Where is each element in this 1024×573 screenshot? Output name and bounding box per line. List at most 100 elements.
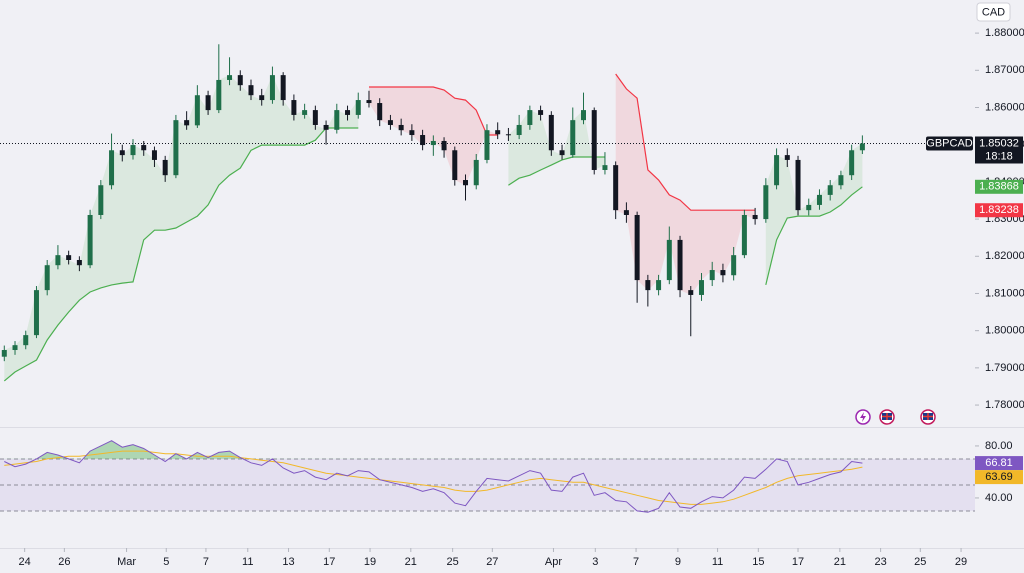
candle-body — [119, 150, 125, 156]
rsi-ma-line — [4, 450, 863, 505]
candle-body — [1, 350, 7, 357]
x-tick-label: 23 — [874, 556, 886, 568]
supertrend-label: 1.83238 — [979, 204, 1019, 216]
x-tick-label: 25 — [914, 556, 926, 568]
candle-body — [570, 120, 576, 156]
y-tick-label: 1.80000 — [985, 325, 1024, 337]
candle-body — [334, 110, 340, 130]
y-tick-label: 1.86000 — [985, 101, 1024, 113]
candle-body — [398, 124, 404, 131]
candle-body — [484, 130, 490, 160]
currency-label: CAD — [982, 6, 1005, 18]
candle-body — [763, 185, 769, 220]
candle-body — [688, 290, 694, 295]
x-tick-label: 21 — [834, 556, 846, 568]
rsi-line — [4, 440, 863, 513]
supertrend-label: 1.83868 — [979, 181, 1019, 193]
candle-body — [409, 130, 415, 136]
candle-body — [12, 345, 18, 351]
candle-body — [591, 110, 597, 170]
candle-body — [806, 204, 812, 211]
candle-body — [280, 75, 286, 101]
y-tick-label: 1.82000 — [985, 250, 1024, 262]
candle-body — [441, 140, 447, 151]
supertrend-up — [3, 127, 863, 382]
x-tick-label: 15 — [752, 556, 764, 568]
currency-box[interactable] — [976, 2, 1011, 22]
candle-body — [55, 255, 61, 266]
supertrend-down — [369, 73, 756, 211]
candle-body — [495, 130, 501, 135]
y-tick-label: 1.79000 — [985, 362, 1024, 374]
x-tick-label: 11 — [712, 556, 723, 568]
symbol-label: GBPCAD — [926, 137, 973, 149]
x-tick-label: 17 — [323, 556, 335, 568]
trend-fill — [508, 110, 605, 186]
supertrend-badge — [975, 203, 1023, 218]
candle-body — [141, 145, 147, 151]
candle-body — [505, 134, 511, 136]
candle-body — [227, 75, 233, 80]
x-tick-label: 19 — [364, 556, 376, 568]
candle-body — [827, 185, 833, 195]
candle-body — [580, 110, 586, 121]
supertrend-badge — [975, 179, 1023, 194]
x-tick-label: 3 — [592, 556, 598, 568]
x-tick-label: 29 — [955, 556, 967, 568]
candle-body — [323, 124, 329, 130]
candle-body — [645, 280, 651, 291]
y-tick-label: 1.81000 — [985, 287, 1024, 299]
rsi-badge — [975, 456, 1023, 471]
candle-body — [709, 270, 715, 281]
event-icon-glyph — [860, 412, 866, 422]
x-tick-label: Apr — [545, 556, 562, 568]
trend-fill — [765, 143, 863, 285]
x-tick-label: 13 — [282, 556, 294, 568]
candle-body — [366, 100, 372, 104]
candle-body — [731, 255, 737, 276]
candle-body — [248, 85, 254, 96]
countdown-label: 18:18 — [985, 150, 1013, 162]
candle-body — [430, 140, 436, 146]
x-tick-label: 7 — [203, 556, 209, 568]
candle-body — [516, 124, 522, 136]
candle-body — [216, 79, 222, 111]
candle-body — [548, 114, 554, 151]
candle-body — [76, 259, 82, 266]
event-icons — [855, 409, 936, 425]
lines — [0, 73, 975, 513]
candle-body — [66, 255, 72, 260]
rsi-label: 66.81 — [985, 457, 1013, 469]
candle-body — [634, 214, 640, 281]
x-tick-label: 7 — [633, 556, 639, 568]
candle-body — [151, 150, 157, 160]
candle-body — [677, 239, 683, 291]
candle-body — [463, 180, 469, 186]
candle-body — [23, 335, 29, 346]
candle-body — [795, 159, 801, 211]
fills — [0, 74, 975, 512]
y-tick-label: 1.87000 — [985, 64, 1024, 76]
candle-body — [752, 214, 758, 220]
candle-body — [109, 150, 115, 186]
trend-fill — [615, 74, 756, 295]
candle-body — [420, 135, 426, 146]
y-tick-label: 80.00 — [985, 440, 1013, 452]
x-tick-label: 25 — [447, 556, 459, 568]
candle-body — [720, 270, 726, 276]
candle-body — [602, 165, 608, 170]
y-tick-label: 1.78000 — [985, 399, 1024, 411]
rsi-ma-label: 63.69 — [985, 471, 1013, 483]
candle-body — [666, 239, 672, 281]
x-tick-label: 9 — [675, 556, 681, 568]
candle-body — [205, 95, 211, 111]
candle-body — [259, 95, 265, 101]
candle-body — [87, 214, 93, 266]
flag-glyph — [923, 413, 933, 420]
flag-glyph — [882, 413, 892, 420]
candle-body — [98, 185, 104, 215]
candle-body — [698, 280, 704, 295]
x-tick-label: 17 — [792, 556, 804, 568]
candle-body — [559, 150, 565, 156]
